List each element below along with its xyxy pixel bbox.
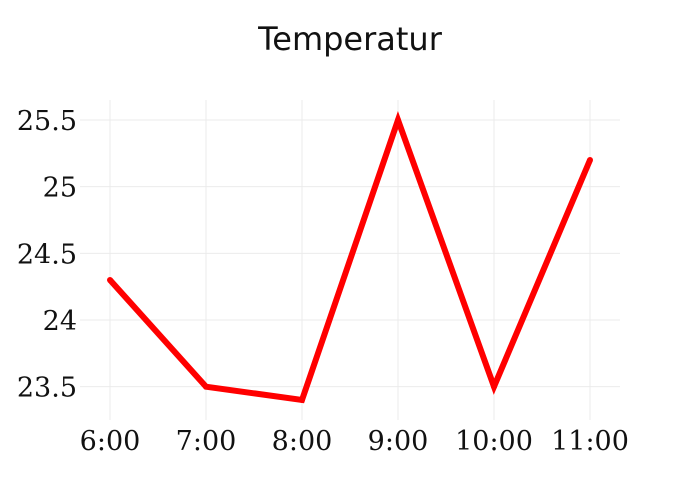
- x-tick-label: 10:00: [455, 426, 533, 457]
- data-point: [395, 117, 401, 123]
- x-tick-label: 7:00: [176, 426, 237, 457]
- y-tick-label: 25.5: [17, 106, 77, 137]
- x-tick-label: 11:00: [551, 426, 629, 457]
- chart-title: Temperatur: [257, 20, 443, 58]
- y-tick-label: 24.5: [17, 239, 77, 270]
- series-line: [107, 110, 593, 404]
- data-point: [299, 397, 305, 403]
- data-point: [491, 383, 497, 390]
- data-point: [587, 157, 593, 163]
- x-axis-tick-labels: 6:00 7:00 8:00 9:00 10:00 11:00: [80, 426, 629, 457]
- x-tick-label: 9:00: [368, 426, 429, 457]
- data-point: [107, 277, 113, 283]
- y-tick-label: 23.5: [17, 373, 77, 404]
- y-tick-label: 25: [43, 173, 77, 204]
- y-axis-tick-labels: 23.5 24 24.5 25 25.5: [17, 106, 77, 404]
- data-point: [203, 383, 209, 390]
- x-tick-label: 8:00: [272, 426, 333, 457]
- y-tick-label: 24: [43, 306, 77, 337]
- x-tick-label: 6:00: [80, 426, 141, 457]
- plot-series: [107, 110, 593, 404]
